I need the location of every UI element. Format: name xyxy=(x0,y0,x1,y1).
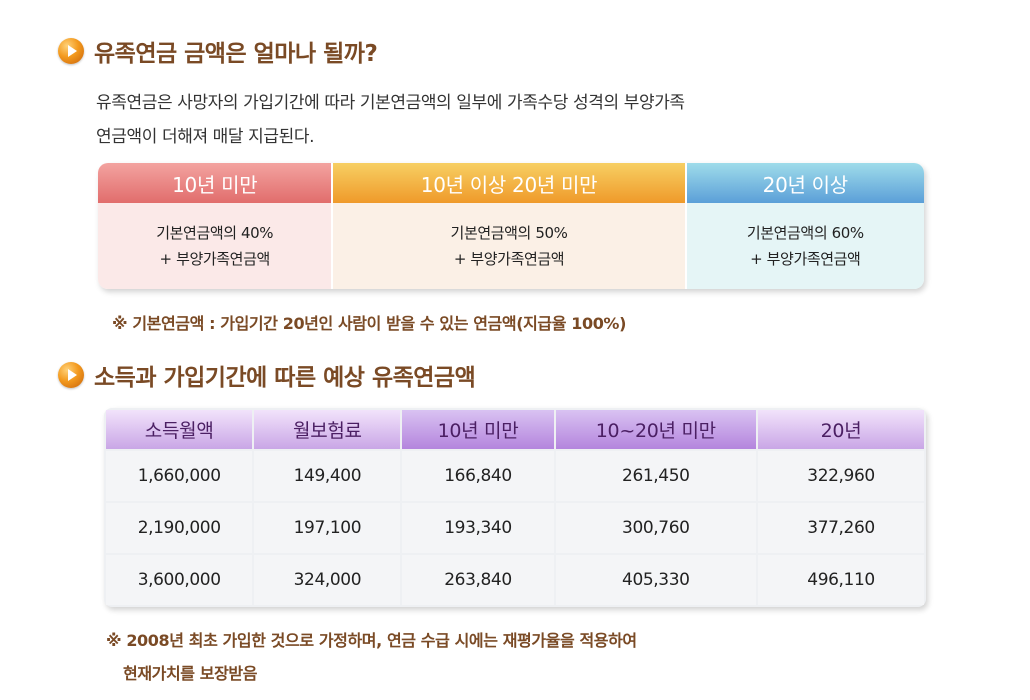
rate-column-20-plus: 20년 이상 기본연금액의 60% + 부양가족연금액 xyxy=(686,163,924,289)
assumption-note: ※ 2008년 최초 가입한 것으로 가정하며, 연금 수급 시에는 재평가율을… xyxy=(106,624,637,690)
table-row: 2,190,000 197,100 193,340 300,760 377,26… xyxy=(106,503,924,553)
table-row: 1,660,000 149,400 166,840 261,450 322,96… xyxy=(106,451,924,501)
rate-text: 기본연금액의 60% xyxy=(746,224,864,242)
table-cell: 197,100 xyxy=(254,503,401,553)
table-cell: 322,960 xyxy=(758,451,924,501)
table-cell: 2,190,000 xyxy=(106,503,253,553)
table-cell: 263,840 xyxy=(402,555,554,605)
column-header-under-10: 10년 미만 xyxy=(402,410,554,449)
basic-pension-note: ※ 기본연금액 : 가입기간 20년인 사람이 받을 수 있는 연금액(지급율 … xyxy=(112,314,626,333)
play-circle-icon xyxy=(58,362,84,388)
table-cell: 300,760 xyxy=(555,503,757,553)
rate-column-header: 20년 이상 xyxy=(686,163,924,203)
rate-column-header: 10년 미만 xyxy=(98,163,332,203)
column-header-10-to-20: 10~20년 미만 xyxy=(555,410,757,449)
table-cell: 405,330 xyxy=(555,555,757,605)
rate-column-under-10: 10년 미만 기본연금액의 40% + 부양가족연금액 xyxy=(98,163,332,289)
rate-column-body: 기본연금액의 60% + 부양가족연금액 xyxy=(686,203,924,289)
section-description: 유족연금은 사망자의 가입기간에 따라 기본연금액의 일부에 가족수당 성격의 … xyxy=(96,86,876,154)
table-cell: 193,340 xyxy=(402,503,554,553)
table-cell: 1,660,000 xyxy=(106,451,253,501)
section-title-text: 유족연금 금액은 얼마나 될까? xyxy=(94,41,378,67)
table-header-row: 소득월액 월보험료 10년 미만 10~20년 미만 20년 xyxy=(106,410,924,449)
play-circle-icon xyxy=(58,38,84,64)
assumption-note-line-1: ※ 2008년 최초 가입한 것으로 가정하며, 연금 수급 시에는 재평가율을… xyxy=(106,631,637,650)
rate-text: 기본연금액의 40% xyxy=(156,224,274,242)
rate-column-body: 기본연금액의 50% + 부양가족연금액 xyxy=(333,203,685,289)
expected-pension-table: 소득월액 월보험료 10년 미만 10~20년 미만 20년 1,660,000… xyxy=(104,408,926,607)
column-header-20: 20년 xyxy=(758,410,924,449)
rate-addition-text: + 부양가족연금액 xyxy=(750,250,861,268)
rate-addition-text: + 부양가족연금액 xyxy=(159,250,271,268)
table-cell: 496,110 xyxy=(758,555,924,605)
table-cell: 377,260 xyxy=(758,503,924,553)
rate-column-10-to-20: 10년 이상 20년 미만 기본연금액의 50% + 부양가족연금액 xyxy=(331,163,687,289)
table-cell: 261,450 xyxy=(555,451,757,501)
section-title-expected-pension: 소득과 가입기간에 따른 예상 유족연금액 xyxy=(58,358,476,392)
section-title-survivor-pension-amount: 유족연금 금액은 얼마나 될까? xyxy=(58,34,378,68)
column-header-premium: 월보험료 xyxy=(254,410,401,449)
rate-column-header: 10년 이상 20년 미만 xyxy=(333,163,685,203)
table-cell: 324,000 xyxy=(254,555,401,605)
description-line-2: 연금액이 더해져 매달 지급된다. xyxy=(96,127,315,147)
table-cell: 149,400 xyxy=(254,451,401,501)
table-cell: 3,600,000 xyxy=(106,555,253,605)
rate-text: 기본연금액의 50% xyxy=(450,224,568,242)
table-row: 3,600,000 324,000 263,840 405,330 496,11… xyxy=(106,555,924,605)
column-header-income: 소득월액 xyxy=(106,410,253,449)
table-cell: 166,840 xyxy=(402,451,554,501)
rate-column-body: 기본연금액의 40% + 부양가족연금액 xyxy=(98,203,332,289)
description-line-1: 유족연금은 사망자의 가입기간에 따라 기본연금액의 일부에 가족수당 성격의 … xyxy=(96,93,685,113)
pension-rate-table: 10년 미만 기본연금액의 40% + 부양가족연금액 10년 이상 20년 미… xyxy=(98,163,924,289)
assumption-note-line-2: 현재가치를 보장받음 xyxy=(123,664,258,683)
section-title-text: 소득과 가입기간에 따른 예상 유족연금액 xyxy=(94,365,476,391)
rate-addition-text: + 부양가족연금액 xyxy=(453,250,565,268)
